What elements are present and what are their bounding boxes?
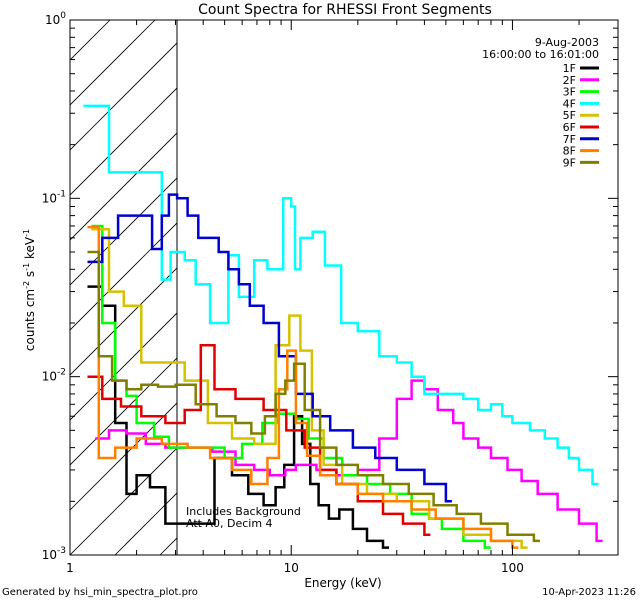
y-tick-label: 10-2 (42, 368, 66, 384)
legend-label-7F: 7F (563, 133, 576, 146)
legend-label-9F: 9F (563, 156, 576, 169)
footer-generated-by: Generated by hsi_min_spectra_plot.pro (2, 587, 198, 598)
hatch-line (430, 20, 640, 555)
legend-time-range: 16:00:00 to 16:01:00 (482, 48, 599, 61)
annotation-background: Includes Background (186, 505, 301, 518)
legend-label-3F: 3F (563, 86, 576, 99)
series-5F-line (91, 228, 528, 549)
series-8F-line (87, 225, 519, 549)
series-9F-line (87, 250, 540, 543)
hatch-line (70, 42, 177, 151)
y-tick-label: 10-1 (42, 189, 66, 205)
series-4F-line (83, 104, 599, 486)
hatch-line (475, 20, 640, 555)
hatch-line (0, 20, 65, 555)
hatch-line (70, 87, 177, 196)
chart-title: Count Spectra for RHESSI Front Segments (198, 2, 492, 18)
hatch-line (70, 357, 177, 466)
annotation-attenuator: Att A0, Decim 4 (186, 517, 273, 530)
series-6F-line (87, 344, 431, 536)
hatch-line (610, 20, 640, 555)
x-tick-label: 10 (284, 561, 299, 575)
hatch-line (520, 20, 640, 555)
hatch-line (70, 447, 177, 555)
legend-label-8F: 8F (563, 145, 576, 158)
x-tick-label: 1 (66, 561, 74, 575)
legend-label-1F: 1F (563, 62, 576, 75)
footer-timestamp: 10-Apr-2023 11:26 (542, 587, 636, 598)
y-tick-label: 10-3 (42, 546, 66, 562)
hatch-line (250, 20, 640, 555)
series-7F-line (87, 193, 452, 503)
hatch-line (70, 222, 177, 331)
legend-date: 9-Aug-2003 (535, 36, 599, 49)
x-tick-label: 100 (501, 561, 524, 575)
legend-label-4F: 4F (563, 97, 576, 110)
hatched-region (0, 20, 640, 555)
x-axis-label: Energy (keV) (304, 576, 381, 590)
series-1F-line (87, 285, 389, 549)
legend-label-2F: 2F (563, 74, 576, 87)
hatch-line (70, 402, 177, 511)
legend-label-6F: 6F (563, 121, 576, 134)
hatch-line (340, 20, 640, 555)
plot-frame (69, 19, 619, 556)
hatch-line (70, 267, 177, 376)
series-3F-line (91, 224, 491, 549)
legend-label-5F: 5F (563, 109, 576, 122)
y-axis-label: counts cm-2 s-1 keV-1 (22, 229, 37, 351)
series-2F-line (95, 379, 603, 543)
hatch-line (565, 20, 640, 555)
y-tick-label: 100 (45, 11, 66, 27)
